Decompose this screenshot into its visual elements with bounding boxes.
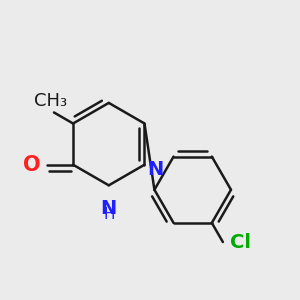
Text: H: H [103, 207, 115, 222]
Text: Cl: Cl [230, 232, 251, 251]
Text: O: O [23, 155, 41, 175]
Text: CH₃: CH₃ [34, 92, 68, 110]
Text: N: N [101, 199, 117, 218]
Text: N: N [147, 160, 163, 178]
